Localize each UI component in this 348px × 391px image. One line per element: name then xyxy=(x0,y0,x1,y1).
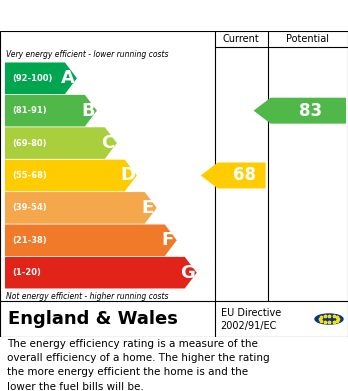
Text: 83: 83 xyxy=(299,102,322,120)
Text: The energy efficiency rating is a measure of the
overall efficiency of a home. T: The energy efficiency rating is a measur… xyxy=(7,339,270,391)
Polygon shape xyxy=(254,98,346,124)
Text: (55-68): (55-68) xyxy=(12,171,47,180)
Text: A: A xyxy=(61,69,75,87)
Text: D: D xyxy=(120,167,135,185)
Polygon shape xyxy=(5,160,137,191)
Text: (39-54): (39-54) xyxy=(12,203,47,212)
Text: England & Wales: England & Wales xyxy=(8,310,178,328)
Polygon shape xyxy=(5,63,77,94)
Text: (81-91): (81-91) xyxy=(12,106,47,115)
Text: Potential: Potential xyxy=(286,34,329,44)
Text: G: G xyxy=(180,264,195,282)
Text: Energy Efficiency Rating: Energy Efficiency Rating xyxy=(10,8,220,23)
Circle shape xyxy=(315,314,343,324)
Polygon shape xyxy=(5,224,177,256)
Text: 2002/91/EC: 2002/91/EC xyxy=(221,321,277,331)
Text: (1-20): (1-20) xyxy=(12,268,41,277)
Text: (21-38): (21-38) xyxy=(12,236,47,245)
Polygon shape xyxy=(201,163,266,188)
Text: Not energy efficient - higher running costs: Not energy efficient - higher running co… xyxy=(6,292,168,301)
Polygon shape xyxy=(5,257,197,289)
Text: (69-80): (69-80) xyxy=(12,138,47,147)
Text: EU Directive: EU Directive xyxy=(221,308,281,317)
Text: Very energy efficient - lower running costs: Very energy efficient - lower running co… xyxy=(6,50,168,59)
Text: B: B xyxy=(81,102,95,120)
Text: Current: Current xyxy=(223,34,260,44)
Text: (92-100): (92-100) xyxy=(12,74,53,83)
Polygon shape xyxy=(5,95,97,126)
Text: C: C xyxy=(101,134,114,152)
Polygon shape xyxy=(5,127,117,159)
Text: 68: 68 xyxy=(233,167,256,185)
Text: F: F xyxy=(162,231,174,249)
Text: E: E xyxy=(142,199,154,217)
Polygon shape xyxy=(5,192,157,224)
